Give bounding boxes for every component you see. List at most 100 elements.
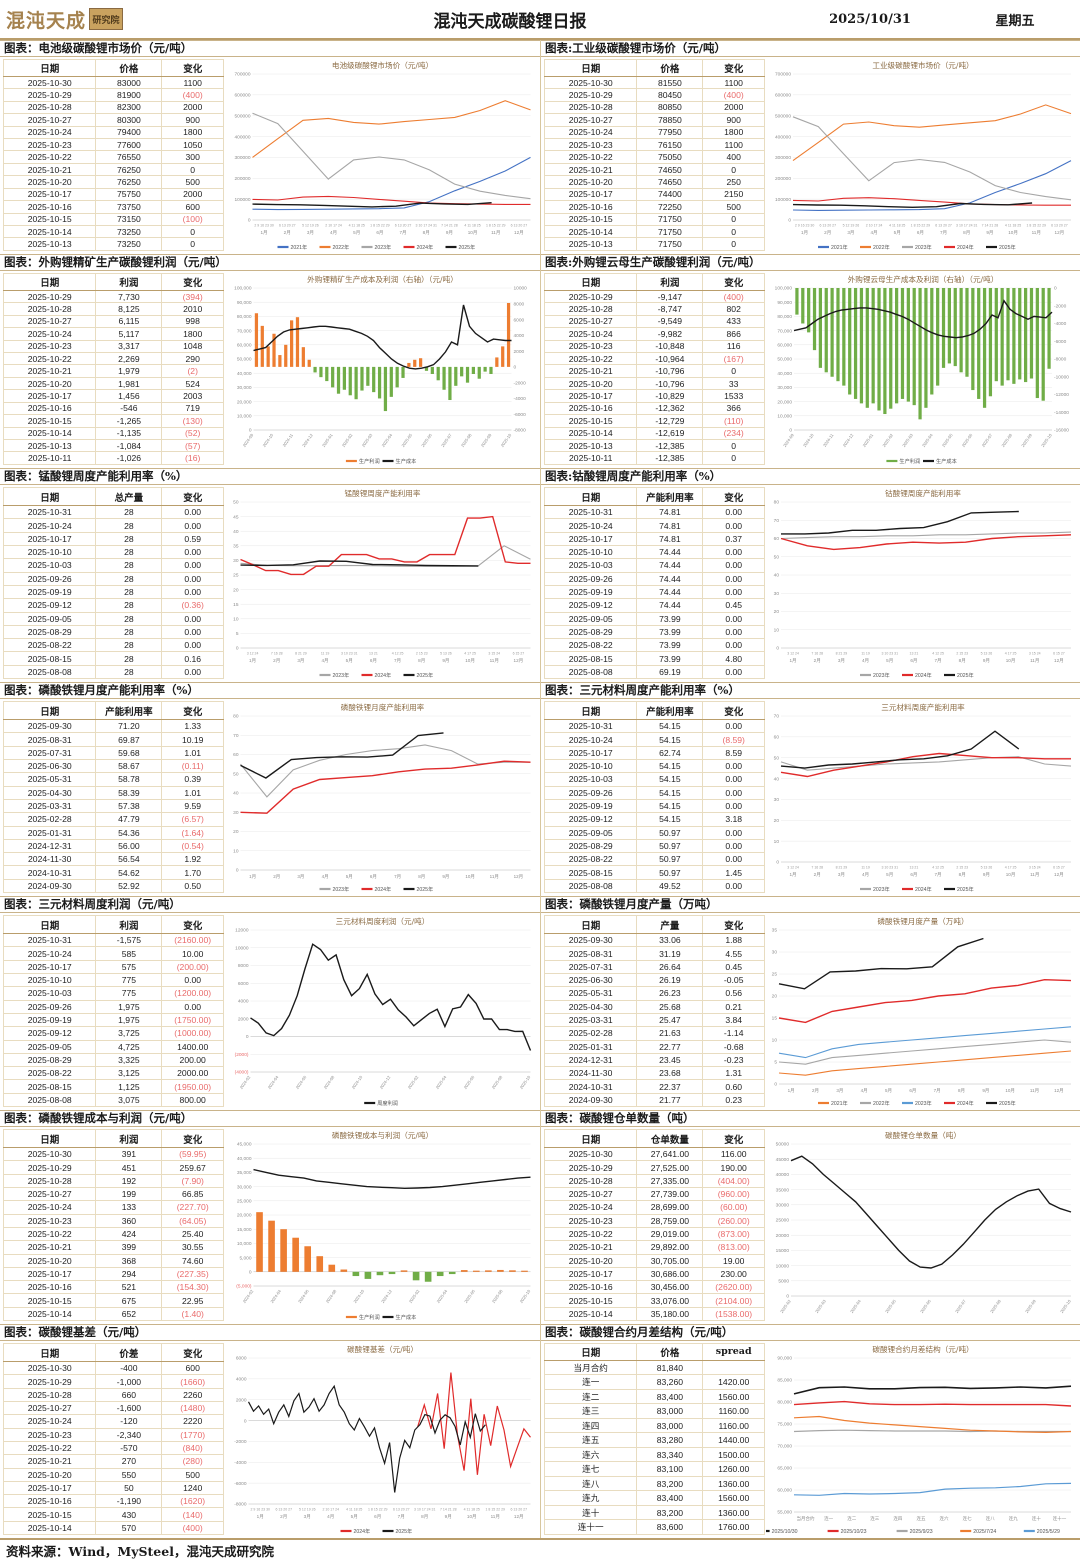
col-header: 利润 xyxy=(95,914,163,935)
svg-text:连三: 连三 xyxy=(870,1515,879,1522)
svg-text:0: 0 xyxy=(248,218,251,224)
svg-text:2 15 23: 2 15 23 xyxy=(956,652,968,656)
svg-text:8月: 8月 xyxy=(418,874,425,880)
table-row: 2025-10-17 294 (227.35) xyxy=(2,1266,224,1282)
svg-text:8月: 8月 xyxy=(418,658,425,664)
svg-text:5 13 26: 5 13 26 xyxy=(981,866,993,870)
svg-text:2025年: 2025年 xyxy=(417,671,434,679)
svg-text:5月: 5月 xyxy=(886,658,893,664)
svg-text:6月: 6月 xyxy=(374,1514,381,1520)
lfp-monthly-utilization-chart: 磷酸铁锂月度产能利用率 0 10 20 30 40 50 60 70 80 1月 2月 3月 4月 5月 6月… xyxy=(233,702,531,893)
svg-text:3月: 3月 xyxy=(838,872,845,878)
table-row: 2025-10-24 28,699.00 (60.00) xyxy=(543,1200,765,1215)
svg-text:12月: 12月 xyxy=(1054,1088,1064,1094)
svg-text:10月: 10月 xyxy=(465,874,475,880)
table-row: 2025-10-27 78850 900 xyxy=(543,113,765,127)
svg-text:1 8 15 22 29: 1 8 15 22 29 xyxy=(370,224,390,228)
table-row: 连一 83,260 1420.00 xyxy=(543,1374,765,1390)
svg-text:工业级碳酸锂市场价（元/吨）: 工业级碳酸锂市场价（元/吨） xyxy=(872,60,973,70)
svg-text:12000: 12000 xyxy=(235,928,249,934)
table-row: 2025-10-28 27,335.00 (404.00) xyxy=(543,1173,765,1189)
svg-text:2025-01: 2025-01 xyxy=(321,432,334,448)
table-row: 2025-10-24 77950 1800 xyxy=(543,125,765,140)
svg-text:外购锂精矿生产成本及利润（右轴）（元/吨）: 外购锂精矿生产成本及利润（右轴）（元/吨） xyxy=(307,274,458,284)
svg-text:90,000: 90,000 xyxy=(237,300,252,306)
svg-text:2025年: 2025年 xyxy=(396,1527,413,1535)
svg-text:2025/9/23: 2025/9/23 xyxy=(910,1529,933,1535)
svg-text:10: 10 xyxy=(233,848,239,854)
ternary-utilization-chart: 三元材料周度产能利用率 0 10 20 30 40 50 60 70 3 12 24 1月 7 16 … xyxy=(774,702,1072,893)
svg-text:6 13 20 27: 6 13 20 27 xyxy=(511,224,528,228)
table-row: 2025-09-12 54.15 3.18 xyxy=(543,812,765,827)
svg-text:2023年: 2023年 xyxy=(915,1099,932,1107)
svg-text:4 12 25: 4 12 25 xyxy=(392,652,404,656)
table-header-row: 日期 产能利用率 变化 xyxy=(2,700,224,721)
svg-text:25000: 25000 xyxy=(776,1218,790,1224)
table-row: 2025-09-19 54.15 0.00 xyxy=(543,798,765,814)
svg-text:55,000: 55,000 xyxy=(777,1510,792,1516)
table-row: 2025-10-27 -1,600 (1480) xyxy=(2,1401,224,1416)
svg-text:2025-04: 2025-04 xyxy=(921,432,934,448)
svg-text:12月: 12月 xyxy=(514,874,524,880)
svg-text:6月: 6月 xyxy=(910,872,917,878)
table-row: 2025-10-28 80850 2000 xyxy=(543,100,765,115)
table-row: 2025-10-16 -1,190 (1620) xyxy=(2,1494,224,1509)
svg-text:2024-06: 2024-06 xyxy=(295,1074,308,1090)
table-row: 2025-10-20 550 500 xyxy=(2,1467,224,1482)
table-row: 2025-10-10 28 0.00 xyxy=(2,545,224,560)
svg-text:-16000: -16000 xyxy=(1054,428,1069,434)
table-row: 2025-09-19 74.44 0.00 xyxy=(543,584,765,600)
svg-text:35: 35 xyxy=(772,928,778,934)
col-header: 变化 xyxy=(702,273,765,291)
svg-text:30: 30 xyxy=(233,810,239,816)
svg-text:10,000: 10,000 xyxy=(777,414,792,420)
svg-text:80: 80 xyxy=(774,500,780,506)
panel-mica-profit: 图表:外购锂云母生产碳酸锂利润（元/吨） 日期 利润 变化 2025-10-29 -9,1… xyxy=(540,254,1080,468)
col-header: 利润 xyxy=(95,1128,163,1149)
table-row: 2025-10-17 50 1240 xyxy=(2,1480,224,1496)
svg-text:300000: 300000 xyxy=(234,155,250,161)
svg-text:-12000: -12000 xyxy=(1054,392,1069,398)
table-row: 2025-10-17 74400 2150 xyxy=(543,187,765,202)
table-row: 2025-08-08 49.52 0.00 xyxy=(543,878,765,894)
svg-text:2 9 16 23 30: 2 9 16 23 30 xyxy=(251,1508,271,1512)
svg-text:2025-07: 2025-07 xyxy=(954,1298,967,1314)
table-row: 2025-03-31 25.47 3.84 xyxy=(543,1012,765,1028)
svg-text:2025-08: 2025-08 xyxy=(491,1288,504,1304)
svg-text:7月: 7月 xyxy=(398,1514,405,1520)
svg-text:7月: 7月 xyxy=(934,1088,941,1094)
table-row: 2025-02-28 47.79 (6.57) xyxy=(2,812,224,827)
table-row: 2025-03-31 57.38 9.59 xyxy=(2,798,224,814)
table-row: 2025-10-27 80300 900 xyxy=(2,113,224,127)
svg-text:5 12 19 26: 5 12 19 26 xyxy=(302,224,319,228)
table-row: 2025-10-28 192 (7.90) xyxy=(2,1173,224,1189)
panel-warrant-count: 图表：碳酸锂仓单数量（吨） 日期 仓单数量 变化 2025-10-30 27,641.00… xyxy=(540,1110,1080,1324)
svg-text:2024-10: 2024-10 xyxy=(802,432,815,448)
table-row: 2025-10-21 270 (280) xyxy=(2,1454,224,1469)
svg-text:6月: 6月 xyxy=(909,1088,916,1094)
svg-text:6 15 27: 6 15 27 xyxy=(513,652,525,656)
table-row: 2025-06-30 58.67 (0.11) xyxy=(2,759,224,774)
table-row: 2025-10-29 80450 (400) xyxy=(543,88,765,102)
svg-text:7月: 7月 xyxy=(394,658,401,664)
svg-text:(5,000): (5,000) xyxy=(236,1284,252,1290)
table-row: 2025-10-31 -1,575 (2160.00) xyxy=(2,933,224,948)
svg-text:0: 0 xyxy=(249,428,252,434)
svg-text:7月: 7月 xyxy=(940,230,947,236)
table-row: 2025-10-24 74.81 0.00 xyxy=(543,518,765,533)
table-row: 2025-10-14 71750 0 xyxy=(543,224,765,239)
svg-text:2021年: 2021年 xyxy=(831,1099,848,1107)
col-header: 利润 xyxy=(95,273,163,291)
svg-text:3 10 23 31: 3 10 23 31 xyxy=(881,866,898,870)
svg-text:12月: 12月 xyxy=(1055,230,1065,236)
svg-text:80: 80 xyxy=(233,714,239,720)
table-header-row: 日期 价格 spread xyxy=(543,1343,765,1361)
svg-text:700000: 700000 xyxy=(234,72,250,78)
panel-title-lfp-monthly-utilization: 图表：磷酸铁锂月度产能利用率（%） xyxy=(0,682,540,699)
svg-text:40: 40 xyxy=(233,791,239,797)
svg-text:2000: 2000 xyxy=(236,1397,247,1403)
svg-text:3月: 3月 xyxy=(847,230,854,236)
table-row: 当月合约 81,840 xyxy=(543,1359,765,1376)
table-row: 2025-10-17 74.81 0.37 xyxy=(543,531,765,547)
svg-text:5月: 5月 xyxy=(885,1088,892,1094)
